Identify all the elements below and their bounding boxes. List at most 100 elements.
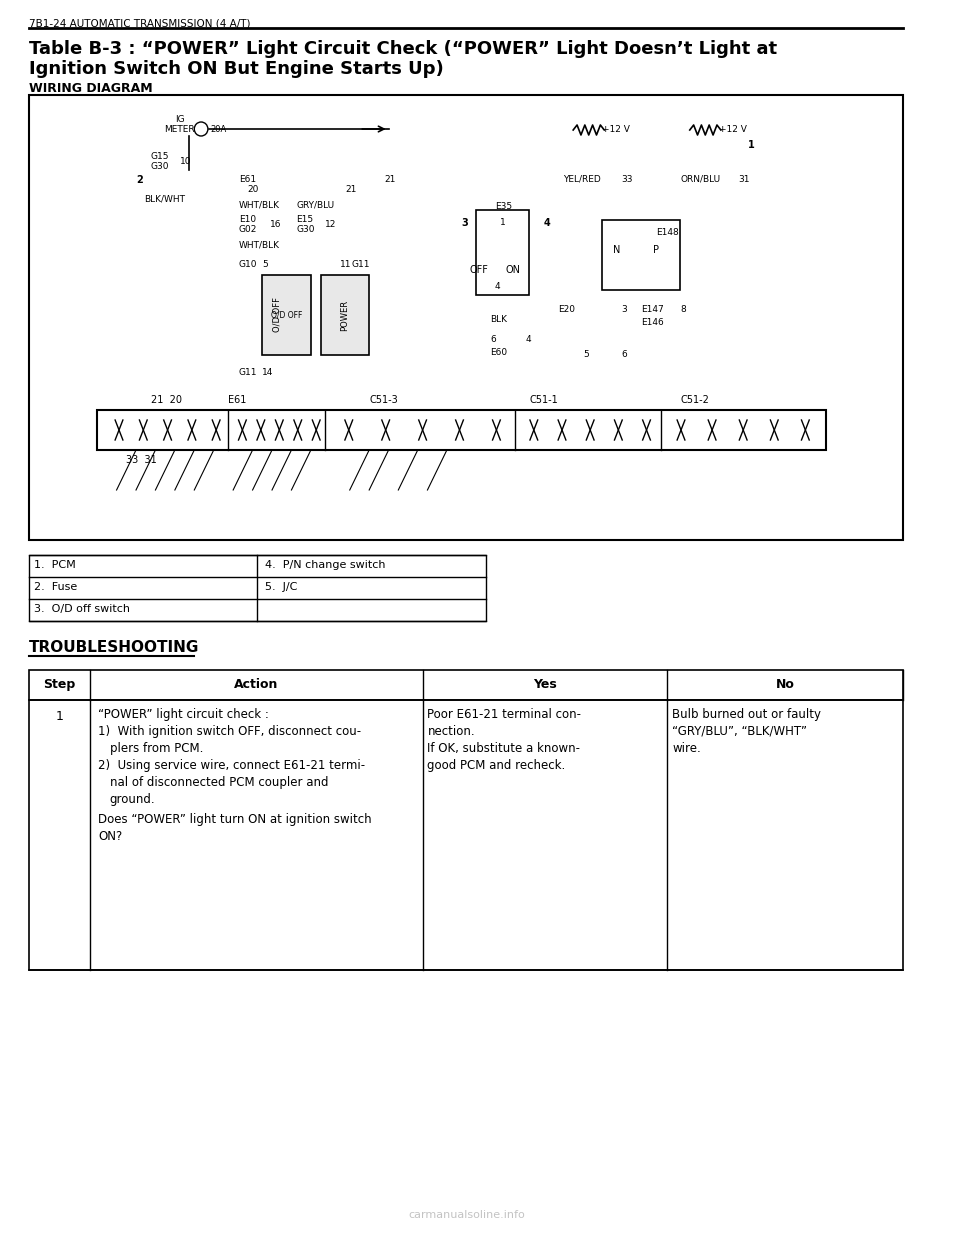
Text: O/D OFF: O/D OFF — [271, 310, 302, 320]
Text: Bulb burned out or faulty: Bulb burned out or faulty — [672, 708, 821, 721]
Text: 5: 5 — [262, 261, 268, 269]
Text: P: P — [653, 245, 659, 254]
Text: Table B-3 : “POWER” Light Circuit Check (“POWER” Light Doesn’t Light at: Table B-3 : “POWER” Light Circuit Check … — [29, 40, 778, 58]
Text: O/D OFF: O/D OFF — [273, 298, 281, 332]
Text: 1.  PCM: 1. PCM — [34, 559, 76, 571]
Text: 2)  Using service wire, connect E61-21 termi-: 2) Using service wire, connect E61-21 te… — [98, 760, 365, 772]
Text: 6: 6 — [622, 350, 628, 359]
Text: 21: 21 — [385, 175, 396, 184]
Text: Does “POWER” light turn ON at ignition switch: Does “POWER” light turn ON at ignition s… — [98, 813, 372, 826]
Text: No: No — [776, 678, 795, 692]
Text: N: N — [613, 245, 620, 254]
Text: C51-1: C51-1 — [530, 395, 558, 405]
Text: G30: G30 — [151, 162, 169, 170]
Text: nal of disconnected PCM coupler and: nal of disconnected PCM coupler and — [109, 776, 328, 789]
Text: 20A: 20A — [211, 125, 228, 135]
Text: 21: 21 — [345, 185, 356, 194]
Text: GRY/BLU: GRY/BLU — [297, 200, 334, 209]
Text: YEL/RED: YEL/RED — [564, 175, 601, 184]
Text: 3: 3 — [622, 305, 628, 314]
Text: 4.  P/N change switch: 4. P/N change switch — [265, 559, 386, 571]
Bar — [602, 220, 680, 290]
Text: 11: 11 — [340, 261, 351, 269]
Text: 3.  O/D off switch: 3. O/D off switch — [34, 604, 130, 614]
Bar — [29, 700, 903, 969]
Text: 6: 6 — [491, 335, 496, 345]
Text: E148: E148 — [656, 228, 679, 237]
Text: 33: 33 — [622, 175, 634, 184]
Text: ORN/BLU: ORN/BLU — [680, 175, 720, 184]
Bar — [476, 210, 530, 295]
Text: 1: 1 — [56, 710, 63, 722]
Text: WHT/BLK: WHT/BLK — [239, 200, 280, 209]
Bar — [321, 275, 370, 354]
Text: Poor E61-21 terminal con-: Poor E61-21 terminal con- — [427, 708, 582, 721]
Text: G11: G11 — [239, 368, 257, 377]
Text: 5: 5 — [583, 350, 588, 359]
Text: E61: E61 — [228, 395, 247, 405]
Text: 8: 8 — [680, 305, 685, 314]
Text: 4: 4 — [525, 335, 531, 345]
Text: E146: E146 — [641, 317, 664, 327]
Text: E35: E35 — [494, 203, 512, 211]
Text: WIRING DIAGRAM: WIRING DIAGRAM — [29, 82, 153, 95]
Text: plers from PCM.: plers from PCM. — [109, 742, 204, 755]
Text: carmanualsoline.info: carmanualsoline.info — [408, 1210, 525, 1220]
Text: 1)  With ignition switch OFF, disconnect cou-: 1) With ignition switch OFF, disconnect … — [98, 725, 361, 739]
Text: G10: G10 — [239, 261, 257, 269]
Text: Yes: Yes — [533, 678, 557, 692]
Text: E60: E60 — [491, 348, 508, 357]
Text: 14: 14 — [262, 368, 274, 377]
Text: E10: E10 — [239, 215, 256, 224]
Text: wire.: wire. — [672, 742, 701, 755]
Text: POWER: POWER — [341, 299, 349, 331]
Text: 20: 20 — [248, 185, 259, 194]
Text: OFF: OFF — [469, 266, 489, 275]
Text: 2: 2 — [136, 175, 143, 185]
Text: TROUBLESHOOTING: TROUBLESHOOTING — [29, 640, 200, 655]
Text: G11: G11 — [351, 261, 371, 269]
Bar — [29, 555, 486, 621]
Text: ON: ON — [506, 266, 520, 275]
Text: E147: E147 — [641, 305, 664, 314]
Text: 31: 31 — [738, 175, 750, 184]
Text: 5.  J/C: 5. J/C — [265, 582, 298, 592]
Bar — [262, 275, 311, 354]
Text: G30: G30 — [297, 225, 315, 233]
Bar — [97, 410, 826, 450]
Text: nection.: nection. — [427, 725, 475, 739]
Text: “GRY/BLU”, “BLK/WHT”: “GRY/BLU”, “BLK/WHT” — [672, 725, 807, 739]
Text: 12: 12 — [325, 220, 337, 228]
Text: C51-3: C51-3 — [370, 395, 397, 405]
Text: 3: 3 — [462, 219, 468, 228]
Bar — [29, 671, 903, 700]
Text: 7B1-24 AUTOMATIC TRANSMISSION (4 A/T): 7B1-24 AUTOMATIC TRANSMISSION (4 A/T) — [29, 19, 251, 28]
Text: 16: 16 — [270, 220, 281, 228]
Text: 10: 10 — [180, 157, 191, 165]
Text: E61: E61 — [239, 175, 256, 184]
Text: G15: G15 — [151, 152, 169, 161]
Text: +12 V: +12 V — [719, 125, 747, 135]
Text: 4: 4 — [494, 282, 500, 291]
Text: 33  31: 33 31 — [127, 454, 157, 466]
Text: 4: 4 — [544, 219, 551, 228]
Text: BLK/WHT: BLK/WHT — [144, 195, 184, 204]
Text: 1: 1 — [500, 219, 506, 227]
Text: 2.  Fuse: 2. Fuse — [34, 582, 77, 592]
Text: ground.: ground. — [109, 793, 156, 806]
Text: +12 V: +12 V — [602, 125, 630, 135]
Bar — [29, 95, 903, 540]
Text: If OK, substitute a known-: If OK, substitute a known- — [427, 742, 581, 755]
Text: 21  20: 21 20 — [151, 395, 181, 405]
Text: WHT/BLK: WHT/BLK — [239, 240, 280, 249]
Text: 1: 1 — [748, 140, 755, 149]
Text: BLK: BLK — [491, 315, 508, 324]
Text: Ignition Switch ON But Engine Starts Up): Ignition Switch ON But Engine Starts Up) — [29, 61, 444, 78]
Text: Step: Step — [43, 678, 76, 692]
Text: ON?: ON? — [98, 830, 122, 844]
Text: IG
METER: IG METER — [164, 115, 195, 135]
Text: Action: Action — [234, 678, 278, 692]
Text: “POWER” light circuit check :: “POWER” light circuit check : — [98, 708, 269, 721]
Text: good PCM and recheck.: good PCM and recheck. — [427, 760, 565, 772]
Text: C51-2: C51-2 — [680, 395, 708, 405]
